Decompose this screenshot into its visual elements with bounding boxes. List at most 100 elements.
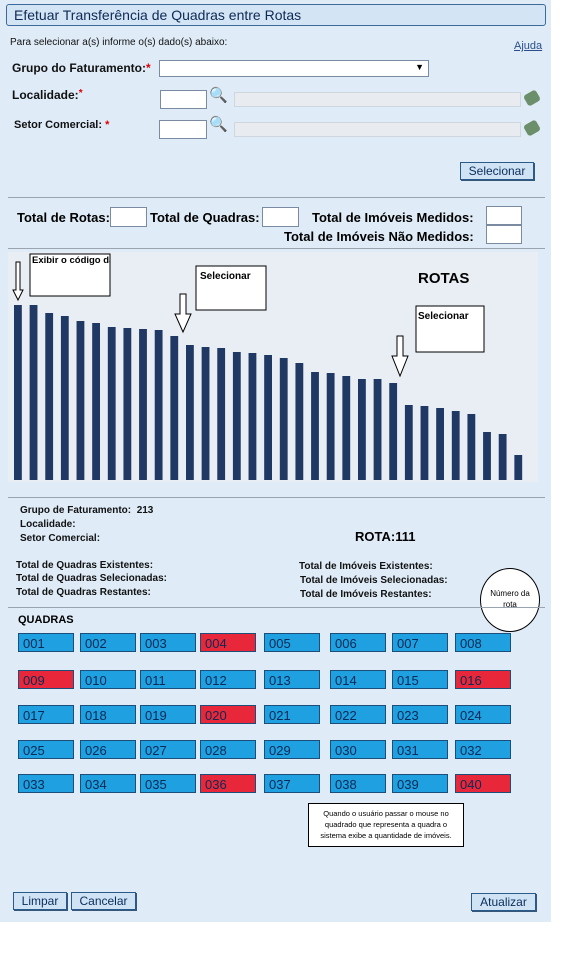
note-box: [308, 803, 464, 847]
quadra[interactable]: 013: [264, 670, 320, 689]
clear-button[interactable]: Limpar: [13, 892, 67, 910]
info-label: Grupo de Faturamento: 213: [20, 505, 153, 516]
quadra[interactable]: 004: [200, 633, 256, 652]
bar[interactable]: [107, 327, 116, 480]
info-label: Total de Quadras Selecionadas:: [16, 573, 167, 584]
field-label: Grupo do Faturamento:*: [12, 61, 151, 75]
bar[interactable]: [123, 328, 132, 480]
quadra[interactable]: 017: [18, 705, 74, 724]
quadra[interactable]: 040: [455, 774, 511, 793]
bar[interactable]: [232, 352, 241, 480]
bar[interactable]: [358, 379, 366, 480]
input[interactable]: [159, 120, 207, 139]
quadra[interactable]: 002: [80, 633, 136, 652]
bar[interactable]: [404, 405, 413, 480]
quadra[interactable]: 029: [264, 740, 320, 759]
quadra[interactable]: 026: [80, 740, 136, 759]
bar[interactable]: [451, 411, 460, 480]
quadra[interactable]: 037: [264, 774, 320, 793]
bar[interactable]: [342, 376, 351, 480]
search-icon[interactable]: 🔍: [209, 116, 228, 133]
quadra[interactable]: 015: [392, 670, 448, 689]
quadra[interactable]: 012: [200, 670, 256, 689]
update-button[interactable]: Atualizar: [471, 893, 536, 911]
required: *: [146, 61, 151, 75]
bar[interactable]: [60, 316, 69, 480]
quadra[interactable]: 005: [264, 633, 320, 652]
quadra[interactable]: 020: [200, 705, 256, 724]
annotation-box: [29, 253, 111, 297]
bar[interactable]: [14, 305, 22, 480]
quadra[interactable]: 033: [18, 774, 74, 793]
divider: [8, 197, 545, 198]
quadra[interactable]: 014: [330, 670, 386, 689]
bar[interactable]: [420, 406, 429, 480]
eraser-icon[interactable]: [522, 89, 542, 107]
bar[interactable]: [483, 432, 491, 480]
bar[interactable]: [498, 434, 507, 480]
bar[interactable]: [29, 305, 38, 480]
annotation: Selecionar Rota: [418, 311, 470, 322]
quadra[interactable]: 030: [330, 740, 386, 759]
bar[interactable]: [514, 455, 523, 480]
select[interactable]: ▼: [159, 60, 429, 77]
cancel-button[interactable]: Cancelar: [71, 892, 136, 910]
bar[interactable]: [201, 347, 210, 480]
readonly-field: [234, 92, 521, 107]
bar[interactable]: [170, 336, 179, 480]
info-label: Total de Imóveis Selecionadas:: [300, 575, 448, 586]
quadra[interactable]: 011: [140, 670, 196, 689]
quadra[interactable]: 018: [80, 705, 136, 724]
bar[interactable]: [139, 329, 147, 480]
bar[interactable]: [467, 414, 476, 480]
bar[interactable]: [279, 358, 288, 480]
quadra[interactable]: 023: [392, 705, 448, 724]
quadra[interactable]: 035: [140, 774, 196, 793]
bar[interactable]: [248, 353, 257, 480]
quadra[interactable]: 027: [140, 740, 196, 759]
bar[interactable]: [311, 372, 319, 480]
bar[interactable]: [295, 363, 304, 480]
required: *: [105, 119, 110, 131]
quadra[interactable]: 008: [455, 633, 511, 652]
quadra[interactable]: 016: [455, 670, 511, 689]
quadra[interactable]: 025: [18, 740, 74, 759]
readonly-field: [234, 122, 521, 137]
quadra[interactable]: 022: [330, 705, 386, 724]
quadra[interactable]: 028: [200, 740, 256, 759]
bar[interactable]: [436, 408, 444, 480]
quadra[interactable]: 034: [80, 774, 136, 793]
quadra[interactable]: 007: [392, 633, 448, 652]
annotation-box: [195, 265, 267, 311]
chart-title: ROTAS: [418, 270, 469, 287]
bar[interactable]: [45, 313, 54, 480]
quadra[interactable]: 006: [330, 633, 386, 652]
quadra[interactable]: 003: [140, 633, 196, 652]
bar[interactable]: [154, 330, 163, 480]
bar[interactable]: [92, 323, 100, 480]
quadra[interactable]: 019: [140, 705, 196, 724]
quadra[interactable]: 001: [18, 633, 74, 652]
bar[interactable]: [389, 383, 398, 480]
input[interactable]: [160, 90, 207, 109]
search-icon[interactable]: 🔍: [209, 87, 228, 104]
bar[interactable]: [217, 348, 226, 480]
quadra[interactable]: 024: [455, 705, 511, 724]
select-button[interactable]: Selecionar: [460, 162, 534, 180]
quadra[interactable]: 031: [392, 740, 448, 759]
eraser-icon[interactable]: [522, 119, 542, 137]
bar[interactable]: [76, 321, 85, 480]
help-link[interactable]: Ajuda: [514, 40, 543, 52]
quadra[interactable]: 009: [18, 670, 74, 689]
quadra[interactable]: 036: [200, 774, 256, 793]
bar[interactable]: [186, 345, 194, 480]
quadra[interactable]: 039: [392, 774, 448, 793]
quadra[interactable]: 021: [264, 705, 320, 724]
bar[interactable]: [264, 355, 272, 480]
quadra[interactable]: 010: [80, 670, 136, 689]
quadra[interactable]: 032: [455, 740, 511, 759]
quadra[interactable]: 038: [330, 774, 386, 793]
panel: Efetuar Transferência de Quadras entre R…: [0, 0, 551, 922]
bar[interactable]: [373, 379, 382, 480]
bar[interactable]: [326, 373, 335, 480]
